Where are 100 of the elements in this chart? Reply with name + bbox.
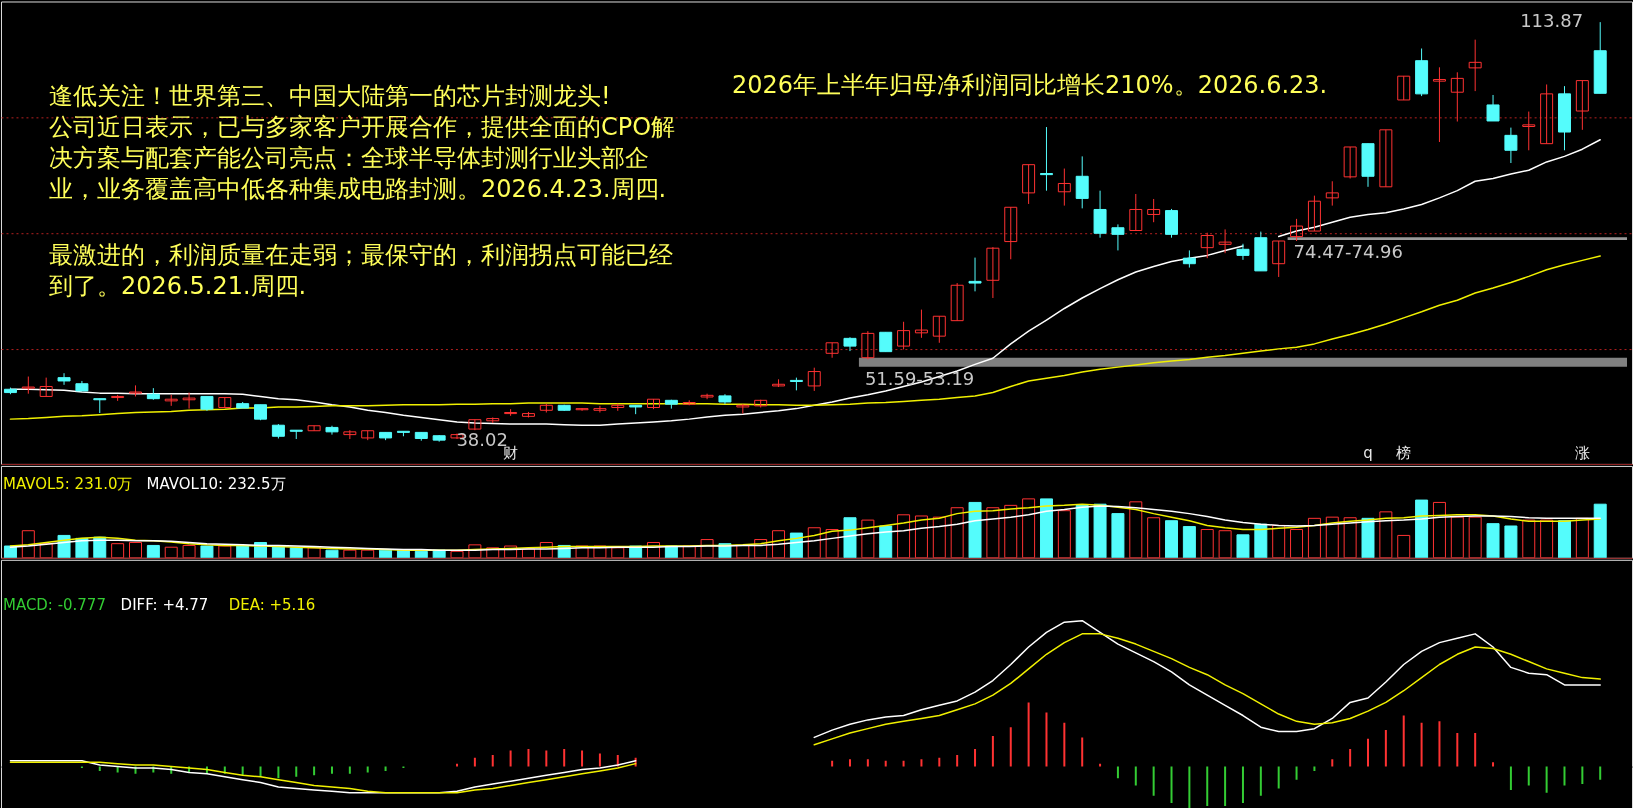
- bar: [1295, 766, 1298, 780]
- candlestick: [1522, 111, 1536, 151]
- bar: [1343, 517, 1357, 558]
- bar: [825, 529, 839, 558]
- bar: [1206, 766, 1209, 806]
- bar: [807, 527, 821, 558]
- bar: [1290, 529, 1304, 558]
- candlestick: [1022, 164, 1036, 205]
- candlestick: [1218, 228, 1232, 254]
- candlestick: [1236, 243, 1250, 261]
- candlestick: [950, 282, 964, 322]
- candlestick: [1343, 146, 1357, 179]
- bar: [527, 749, 530, 767]
- bar: [330, 766, 333, 774]
- bar: [1200, 529, 1214, 558]
- bar: [848, 759, 851, 767]
- bar: [956, 754, 959, 767]
- bar: [1134, 766, 1137, 786]
- candlestick: [1093, 190, 1107, 239]
- bar: [1075, 504, 1089, 558]
- bar: [1522, 519, 1536, 558]
- candlestick: [468, 419, 482, 431]
- bar: [1361, 517, 1375, 558]
- bar: [1581, 766, 1584, 785]
- text: MAVOL10: 232.5万: [146, 474, 286, 493]
- text: MACD: -0.777: [3, 595, 106, 614]
- candlestick: [307, 425, 321, 432]
- bar: [1509, 766, 1512, 790]
- bar: [1379, 511, 1393, 558]
- candlestick: [1075, 155, 1089, 209]
- bar: [1236, 534, 1250, 558]
- bar: [1307, 517, 1321, 558]
- candlestick: [1129, 193, 1143, 231]
- candlestick: [593, 405, 607, 413]
- bar: [884, 760, 887, 767]
- candlestick: [1057, 168, 1071, 207]
- candlestick: [932, 315, 946, 344]
- bar: [545, 750, 548, 767]
- bar: [974, 749, 977, 767]
- bar: [1277, 766, 1280, 789]
- bar: [1188, 766, 1191, 808]
- bar: [772, 530, 786, 558]
- bar: [1599, 766, 1602, 780]
- bar: [920, 759, 923, 767]
- candlestick: [39, 377, 53, 397]
- candlestick: [861, 330, 875, 360]
- candlestick: [182, 392, 196, 410]
- bar: [1420, 722, 1423, 767]
- bar: [754, 539, 768, 558]
- bar: [991, 735, 994, 767]
- candlestick: [1004, 206, 1018, 260]
- candlestick: [1200, 232, 1214, 259]
- text: MAVOL5: 231.0万: [3, 474, 133, 493]
- bar: [1438, 721, 1441, 767]
- candlestick: [1540, 83, 1554, 145]
- candlestick: [1165, 208, 1179, 239]
- text: DIFF: +4.77: [120, 595, 209, 614]
- bar: [879, 525, 893, 558]
- text: q: [1363, 443, 1373, 462]
- bar: [473, 757, 476, 767]
- text: 榜: [1396, 443, 1412, 462]
- candlestick: [1450, 71, 1464, 123]
- bar: [950, 507, 964, 558]
- bar: [1116, 766, 1119, 779]
- candlestick: [1111, 223, 1125, 251]
- candlestick: [1147, 198, 1161, 223]
- candlestick: [218, 397, 232, 409]
- bar: [1063, 722, 1066, 767]
- candlestick: [1307, 195, 1321, 232]
- bar: [146, 544, 160, 558]
- bar: [1057, 510, 1071, 558]
- bar: [1563, 766, 1566, 786]
- bar: [1129, 501, 1143, 558]
- bar: [325, 549, 339, 558]
- candlestick: [1486, 94, 1500, 122]
- bar: [1081, 737, 1084, 767]
- bar: [1593, 503, 1607, 558]
- bar: [1022, 498, 1036, 558]
- bar: [1224, 766, 1227, 806]
- bar: [313, 766, 316, 776]
- bar: [539, 541, 553, 558]
- bar: [1111, 513, 1125, 558]
- bar: [1218, 530, 1232, 558]
- text: 涨: [1574, 443, 1590, 462]
- bar: [1540, 519, 1554, 558]
- annotation: 逢低关注！世界第三、中国大陆第一的芯片封测龙头!: [48, 82, 611, 111]
- bar: [241, 766, 244, 776]
- bar: [700, 539, 714, 558]
- bar: [1432, 501, 1446, 558]
- bar: [861, 519, 875, 558]
- candlestick: [807, 367, 821, 392]
- bar: [563, 749, 566, 767]
- candlestick: [1272, 240, 1286, 278]
- bar: [843, 517, 857, 558]
- bar: [456, 763, 459, 767]
- bar: [1165, 520, 1179, 558]
- bar: [1325, 516, 1339, 558]
- bar: [897, 514, 911, 558]
- bar: [1486, 523, 1500, 558]
- bar: [1152, 766, 1155, 796]
